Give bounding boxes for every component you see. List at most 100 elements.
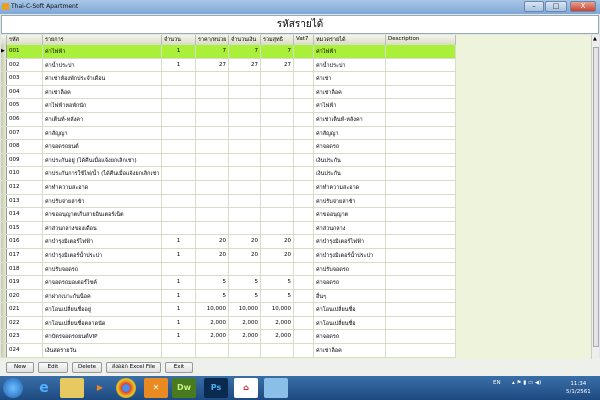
- table-row[interactable]: ▶ 001 ค่าไฟฟ้า 1 7 7 7 ค่าไฟฟ้า: [1, 45, 456, 59]
- cell-description[interactable]: [386, 180, 456, 194]
- cell-description[interactable]: [386, 99, 456, 112]
- cell-net-total[interactable]: [261, 153, 294, 167]
- export-excel-button[interactable]: ส่งออก Excel File: [106, 362, 161, 373]
- cell-income-category[interactable]: ค่าเช่าล็อค: [314, 85, 386, 99]
- cell-code[interactable]: 007: [7, 126, 43, 140]
- cell-qty[interactable]: 1: [162, 235, 196, 248]
- cell-vat7[interactable]: [294, 344, 314, 357]
- cell-vat7[interactable]: [294, 208, 314, 221]
- cell-amount[interactable]: [229, 221, 261, 235]
- cell-income-category[interactable]: ค่าปรับจอดรถ: [314, 262, 386, 276]
- cell-vat7[interactable]: [294, 316, 314, 330]
- cell-item[interactable]: ค่าไฟฟ้า: [43, 45, 162, 58]
- cell-unit-price[interactable]: 7: [196, 45, 229, 58]
- cell-income-category[interactable]: ค่าบำรุงมิเตอร์น้ำประปา: [314, 248, 386, 262]
- column-header-code[interactable]: รหัส: [7, 35, 43, 45]
- cell-description[interactable]: [386, 153, 456, 167]
- table-row[interactable]: 003 ค่าเช่าห้องพักประจำเดือน ค่าเช่า: [1, 72, 456, 86]
- cell-qty[interactable]: [162, 126, 196, 140]
- column-header-amount[interactable]: จำนวนเงิน: [229, 35, 261, 45]
- cell-code[interactable]: 005: [7, 99, 43, 112]
- cell-item[interactable]: ค่าปรับจ่ายล่าช้า: [43, 194, 162, 208]
- cell-vat7[interactable]: [294, 45, 314, 58]
- column-header-item[interactable]: รายการ: [43, 35, 162, 45]
- cell-item[interactable]: ค่าเต็นท์-หลังคา: [43, 112, 162, 126]
- cell-vat7[interactable]: [294, 112, 314, 126]
- cell-description[interactable]: [386, 303, 456, 316]
- cell-income-category[interactable]: ค่าจอดรถ: [314, 276, 386, 289]
- cell-net-total[interactable]: [261, 180, 294, 194]
- cell-qty[interactable]: [162, 180, 196, 194]
- cell-net-total[interactable]: [261, 140, 294, 153]
- cell-code[interactable]: 002: [7, 58, 43, 72]
- cell-net-total[interactable]: 5: [261, 276, 294, 289]
- clock[interactable]: 11:34 5/1/2561: [566, 380, 591, 396]
- cell-item[interactable]: เงินสดรายวัน: [43, 344, 162, 357]
- cell-net-total[interactable]: [261, 167, 294, 180]
- cell-vat7[interactable]: [294, 99, 314, 112]
- row-selector[interactable]: [1, 208, 7, 221]
- table-row[interactable]: 020 ค่าฝากเบาะกันน็อค 1 5 5 5 อื่นๆ: [1, 289, 456, 304]
- cell-vat7[interactable]: [294, 221, 314, 235]
- table-row[interactable]: 009 ค่าประกันอยู่ (ได้คืนเมื่อแจ้งยกเลิกเ…: [1, 153, 456, 168]
- cell-amount[interactable]: 5: [229, 276, 261, 289]
- scroll-thumb[interactable]: [593, 47, 599, 347]
- cell-amount[interactable]: [229, 180, 261, 194]
- cell-vat7[interactable]: [294, 126, 314, 140]
- row-selector[interactable]: ▶: [1, 45, 7, 58]
- cell-amount[interactable]: [229, 85, 261, 99]
- cell-item[interactable]: ค่าบัตรจอดรถยนต์VIP: [43, 330, 162, 344]
- cell-description[interactable]: [386, 85, 456, 99]
- cell-qty[interactable]: [162, 262, 196, 276]
- cell-code[interactable]: 006: [7, 112, 43, 126]
- cell-unit-price[interactable]: 20: [196, 248, 229, 262]
- cell-unit-price[interactable]: [196, 112, 229, 126]
- cell-net-total[interactable]: 20: [261, 248, 294, 262]
- column-header-description[interactable]: Description: [386, 35, 456, 45]
- cell-amount[interactable]: [229, 208, 261, 221]
- xampp-icon[interactable]: ✕: [144, 378, 168, 398]
- cell-code[interactable]: 016: [7, 235, 43, 248]
- explorer-icon[interactable]: [60, 378, 84, 398]
- cell-net-total[interactable]: 27: [261, 58, 294, 72]
- cell-item[interactable]: ค่าประกันอยู่ (ได้คืนเมื่อแจ้งยกเลิกเช่า…: [43, 153, 162, 167]
- cell-income-category[interactable]: ค่าน้ำประปา: [314, 58, 386, 72]
- table-row[interactable]: 014 ค่าขออนุญาตเก็บสายอินเตอร์เน็ต ค่าขออน…: [1, 208, 456, 222]
- minimize-button[interactable]: –: [524, 1, 544, 12]
- cell-item[interactable]: ค่าประกันการใช้ไฟ/น้ำ (ได้คืนเมื่อแจ้งยก…: [43, 167, 162, 180]
- cell-qty[interactable]: [162, 72, 196, 85]
- cell-vat7[interactable]: [294, 180, 314, 194]
- cell-net-total[interactable]: [261, 344, 294, 357]
- cell-qty[interactable]: 1: [162, 330, 196, 344]
- cell-code[interactable]: 020: [7, 289, 43, 303]
- cell-code[interactable]: 017: [7, 248, 43, 262]
- cell-income-category[interactable]: ค่าทำความสะอาด: [314, 180, 386, 194]
- cell-code[interactable]: 003: [7, 72, 43, 85]
- cell-income-category[interactable]: ค่าส่วนกลาง: [314, 221, 386, 235]
- cell-unit-price[interactable]: [196, 221, 229, 235]
- cell-description[interactable]: [386, 112, 456, 126]
- cell-income-category[interactable]: ค่าจอดรถ: [314, 330, 386, 344]
- cell-qty[interactable]: [162, 221, 196, 235]
- cell-qty[interactable]: [162, 167, 196, 180]
- cell-net-total[interactable]: [261, 194, 294, 208]
- cell-amount[interactable]: [229, 126, 261, 140]
- cell-code[interactable]: 021: [7, 303, 43, 316]
- cell-code[interactable]: 015: [7, 221, 43, 235]
- cell-qty[interactable]: [162, 85, 196, 99]
- ie-icon[interactable]: e: [39, 380, 49, 396]
- cell-vat7[interactable]: [294, 303, 314, 316]
- cell-item[interactable]: ค่าไฟฟ้าหอพักนัก: [43, 99, 162, 112]
- cell-description[interactable]: [386, 140, 456, 153]
- cell-income-category[interactable]: เงินประกัน: [314, 153, 386, 167]
- chrome-icon[interactable]: [116, 378, 136, 398]
- cell-code[interactable]: 019: [7, 276, 43, 289]
- cell-unit-price[interactable]: [196, 140, 229, 153]
- cell-unit-price[interactable]: [196, 344, 229, 357]
- cell-amount[interactable]: [229, 262, 261, 276]
- cell-unit-price[interactable]: [196, 262, 229, 276]
- row-selector[interactable]: [1, 262, 7, 276]
- table-row[interactable]: 005 ค่าไฟฟ้าหอพักนัก ค่าไฟฟ้า: [1, 99, 456, 113]
- column-header-unit-price[interactable]: ราคา/หน่วย: [196, 35, 229, 45]
- delete-button[interactable]: Delete: [72, 362, 102, 373]
